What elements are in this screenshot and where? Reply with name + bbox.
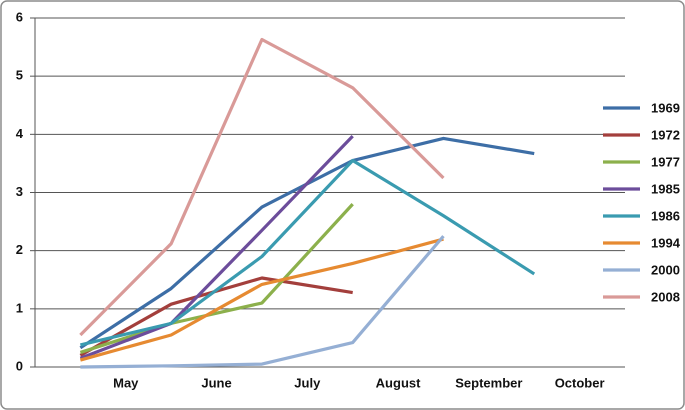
legend-label: 2000 <box>651 262 680 277</box>
x-tick-label: August <box>376 375 421 390</box>
legend-label: 1977 <box>651 154 680 169</box>
x-tick-label: June <box>201 375 231 390</box>
y-tick-label: 2 <box>16 242 23 257</box>
y-tick-label: 1 <box>16 300 23 315</box>
legend-label: 1986 <box>651 208 680 223</box>
series-line <box>80 235 445 369</box>
series-line <box>79 37 445 337</box>
legend-label: 1985 <box>651 181 680 196</box>
series-line <box>79 203 354 354</box>
x-tick-label: October <box>555 375 605 390</box>
series-line <box>80 158 536 347</box>
legend-label: 1994 <box>651 235 681 250</box>
legend-label: 1972 <box>651 127 680 142</box>
y-tick-label: 6 <box>16 9 23 24</box>
x-tick-label: July <box>294 375 321 390</box>
y-tick-label: 4 <box>16 126 24 141</box>
y-tick-label: 0 <box>16 358 23 373</box>
y-tick-label: 3 <box>16 184 23 199</box>
x-tick-label: May <box>113 375 139 390</box>
series-line <box>79 237 444 362</box>
legend-label: 1969 <box>651 100 680 115</box>
x-tick-label: September <box>455 375 522 390</box>
y-tick-label: 5 <box>16 68 23 83</box>
legend-label: 2008 <box>651 289 680 304</box>
series-line <box>79 134 354 360</box>
